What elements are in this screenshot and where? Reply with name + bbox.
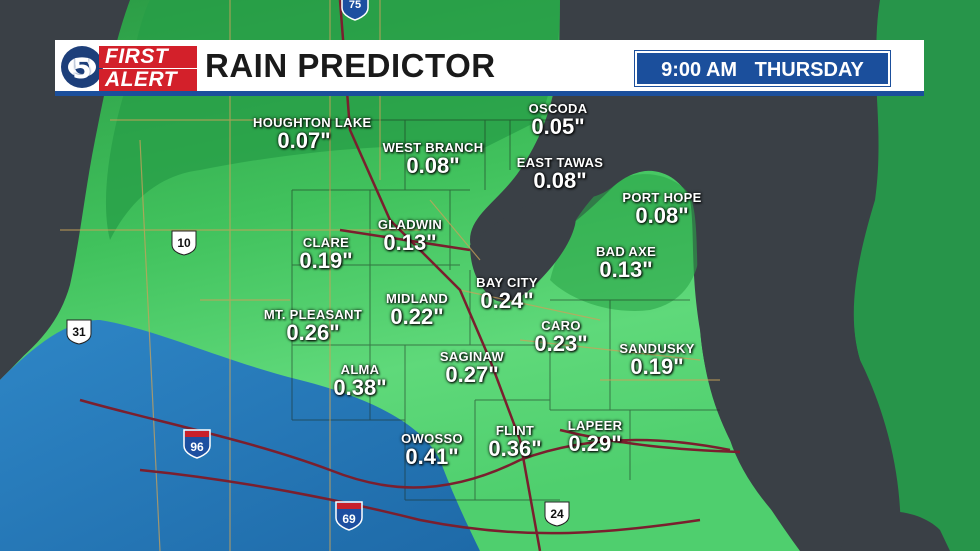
shield-i-75: 75 bbox=[341, 0, 369, 21]
rain-amount: 0.27" bbox=[445, 362, 499, 387]
heavy-rain-area bbox=[0, 320, 480, 551]
rain-amount: 0.19" bbox=[630, 354, 684, 379]
location-name: SANDUSKY bbox=[619, 341, 695, 356]
location-bay-city: BAY CITY 0.24" bbox=[467, 275, 547, 312]
shield-us-24: 24 bbox=[544, 501, 570, 527]
rain-amount: 0.38" bbox=[333, 375, 387, 400]
page-title: RAIN PREDICTOR bbox=[205, 47, 496, 84]
shield-us-10: 10 bbox=[171, 230, 197, 256]
rain-amount: 0.13" bbox=[383, 230, 437, 255]
location-name: PORT HOPE bbox=[622, 190, 702, 205]
location-name: MT. PLEASANT bbox=[263, 307, 363, 322]
logo-word-first: FIRST bbox=[99, 46, 197, 68]
highways bbox=[79, 0, 741, 551]
rain-amount: 0.23" bbox=[534, 331, 588, 356]
rain-amount: 0.08" bbox=[533, 168, 587, 193]
location-gladwin: GLADWIN 0.13" bbox=[372, 217, 448, 254]
location-name: SAGINAW bbox=[439, 349, 505, 364]
first-alert-logo: 5 FIRST ALERT bbox=[61, 44, 201, 91]
forecast-time: 9:00 AM bbox=[661, 59, 738, 81]
location-name: BAD AXE bbox=[595, 244, 657, 259]
location-name: CLARE bbox=[302, 235, 350, 250]
shield-i-96-label: 96 bbox=[190, 440, 204, 454]
location-name: GLADWIN bbox=[377, 217, 443, 232]
rain-amount: 0.19" bbox=[299, 248, 353, 273]
location-mt-pleasant: MT. PLEASANT 0.26" bbox=[255, 307, 371, 344]
location-name: HOUGHTON LAKE bbox=[253, 115, 372, 130]
ontario-land bbox=[853, 0, 980, 551]
location-name: ALMA bbox=[340, 362, 380, 377]
shield-us-31: 31 bbox=[66, 319, 92, 345]
location-name: FLINT bbox=[495, 423, 535, 438]
location-name: MIDLAND bbox=[385, 291, 449, 306]
location-houghton-lake: HOUGHTON LAKE 0.07" bbox=[253, 115, 372, 153]
header-bar: 5 FIRST ALERT RAIN PREDICTOR 9:00 AM THU… bbox=[55, 40, 924, 96]
shield-us-10-label: 10 bbox=[177, 236, 191, 250]
rain-amount: 0.05" bbox=[531, 114, 585, 139]
rain-amount: 0.22" bbox=[390, 304, 444, 329]
county-lines bbox=[291, 119, 720, 501]
cbs-eye-icon: 5 bbox=[61, 46, 103, 88]
logo-word-alert: ALERT bbox=[99, 69, 197, 91]
rain-amount: 0.24" bbox=[480, 288, 534, 313]
lake-st-clair bbox=[840, 511, 950, 551]
location-clare: CLARE 0.19" bbox=[290, 235, 362, 272]
shield-us-31-label: 31 bbox=[72, 325, 86, 339]
shield-i-96: 96 bbox=[183, 429, 211, 459]
location-name: OWOSSO bbox=[401, 431, 463, 446]
road-network bbox=[60, 0, 720, 551]
location-name: CARO bbox=[541, 318, 581, 333]
location-west-branch: WEST BRANCH 0.08" bbox=[378, 140, 488, 177]
location-midland: MIDLAND 0.22" bbox=[378, 291, 456, 328]
location-sandusky: SANDUSKY 0.19" bbox=[612, 341, 702, 378]
forecast-time-box: 9:00 AM THURSDAY bbox=[634, 50, 891, 87]
saginaw-bay bbox=[470, 198, 576, 302]
rain-amount: 0.13" bbox=[599, 257, 653, 282]
logo-number: 5 bbox=[72, 52, 92, 85]
shield-i-69: 69 bbox=[335, 501, 363, 531]
location-flint: FLINT 0.36" bbox=[475, 423, 555, 460]
rain-amount: 0.26" bbox=[286, 320, 340, 345]
rain-amount: 0.29" bbox=[568, 431, 622, 456]
shield-i-75-label: 75 bbox=[349, 0, 361, 11]
location-alma: ALMA 0.38" bbox=[322, 362, 398, 399]
shield-us-24-label: 24 bbox=[550, 507, 564, 521]
forecast-day: THURSDAY bbox=[754, 59, 864, 81]
location-oscoda: OSCODA 0.05" bbox=[520, 101, 596, 138]
location-owosso: OWOSSO 0.41" bbox=[394, 431, 470, 468]
location-name: LAPEER bbox=[567, 418, 623, 433]
location-east-tawas: EAST TAWAS 0.08" bbox=[509, 155, 611, 192]
rain-amount: 0.08" bbox=[406, 153, 460, 178]
shield-i-69-label: 69 bbox=[342, 512, 356, 526]
location-lapeer: LAPEER 0.29" bbox=[556, 418, 634, 455]
location-name: WEST BRANCH bbox=[382, 140, 484, 155]
location-port-hope: PORT HOPE 0.08" bbox=[616, 190, 708, 227]
lake-huron bbox=[557, 0, 900, 551]
location-name: EAST TAWAS bbox=[516, 155, 604, 170]
location-caro: CARO 0.23" bbox=[523, 318, 599, 355]
location-name: OSCODA bbox=[528, 101, 588, 116]
location-bad-axe: BAD AXE 0.13" bbox=[590, 244, 662, 281]
rain-amount: 0.41" bbox=[405, 444, 459, 469]
rain-amount: 0.08" bbox=[635, 203, 689, 228]
thumb-band bbox=[550, 174, 702, 311]
location-name: BAY CITY bbox=[476, 275, 538, 290]
location-saginaw: SAGINAW 0.27" bbox=[432, 349, 512, 386]
rain-amount: 0.07" bbox=[277, 128, 331, 153]
rain-amount: 0.36" bbox=[488, 436, 542, 461]
